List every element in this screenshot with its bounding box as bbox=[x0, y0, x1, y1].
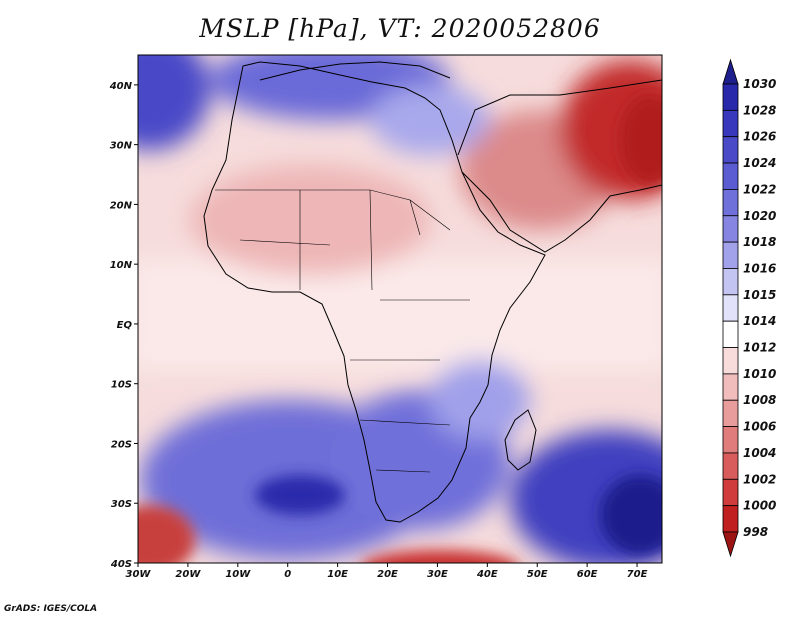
lon-tick-label: 10E bbox=[327, 569, 348, 580]
colorbar-label: 1006 bbox=[743, 420, 776, 434]
east-med-ridge bbox=[370, 85, 490, 155]
colorbar-label: 1004 bbox=[743, 446, 776, 460]
colorbar-swatch bbox=[722, 109, 739, 138]
southern-ocean-low bbox=[363, 550, 517, 563]
colorbar-label: 1012 bbox=[743, 341, 776, 355]
colorbar-label: 1024 bbox=[743, 156, 776, 170]
pressure-field bbox=[138, 55, 662, 563]
equatorial-band bbox=[138, 260, 662, 370]
lat-axis: 40N 30N 20N 10N EQ 10S 20S 30S 40S bbox=[109, 81, 138, 570]
colorbar-top-arrow bbox=[722, 58, 739, 85]
colorbar-label: 1008 bbox=[743, 393, 776, 407]
colorbar-label: 1026 bbox=[743, 130, 776, 144]
lon-tick-label: 40E bbox=[476, 569, 498, 580]
colorbar-swatch bbox=[722, 241, 739, 269]
colorbar-swatch bbox=[722, 426, 739, 454]
indian-ocean-high-core bbox=[600, 475, 662, 555]
saharan-low bbox=[190, 165, 430, 275]
colorbar-label: 1010 bbox=[743, 367, 776, 381]
lat-tick-label: 20S bbox=[111, 439, 132, 450]
lat-tick-label: EQ bbox=[117, 320, 133, 331]
lon-axis: 30W 20W 10W 0 10E 20E 30E 40E 50E 60E 70E bbox=[126, 563, 648, 580]
colorbar-label: 1020 bbox=[743, 209, 776, 223]
colorbar-swatch bbox=[722, 294, 739, 322]
lon-tick-label: 70E bbox=[627, 569, 648, 580]
lon-tick-label: 0 bbox=[284, 569, 291, 580]
colorbar-label: 1015 bbox=[743, 288, 776, 302]
lat-tick-label: 30N bbox=[110, 141, 133, 152]
africa-coast bbox=[203, 61, 546, 523]
colorbar-swatch bbox=[722, 478, 739, 507]
south-atlantic-high-core bbox=[255, 475, 345, 515]
arabian-peninsula-coast bbox=[461, 171, 662, 253]
lon-tick-label: 50E bbox=[527, 569, 548, 580]
lat-tick-label: 10N bbox=[110, 260, 133, 271]
coastlines bbox=[203, 61, 662, 523]
lon-tick-label: 30W bbox=[126, 569, 152, 580]
colorbar-label: 1018 bbox=[743, 235, 776, 249]
lat-tick-label: 40S bbox=[110, 559, 132, 570]
azores-high bbox=[138, 55, 210, 150]
colorbar-swatch bbox=[722, 189, 739, 217]
lat-tick-label: 20N bbox=[110, 200, 133, 211]
lat-tick-label: 10S bbox=[111, 380, 132, 391]
colorbar-label: 1000 bbox=[743, 499, 776, 513]
colorbar-label: 1016 bbox=[743, 261, 776, 275]
lon-tick-label: 10W bbox=[225, 569, 251, 580]
lon-tick-label: 30E bbox=[427, 569, 448, 580]
colorbar-swatch bbox=[722, 162, 739, 190]
colorbar-swatch bbox=[722, 136, 739, 164]
lat-tick-label: 40N bbox=[109, 81, 133, 92]
colorbar-bottom-arrow bbox=[722, 531, 739, 558]
colorbar-label: 1028 bbox=[743, 103, 776, 117]
colorbar-label: 1002 bbox=[743, 472, 776, 486]
plot-frame bbox=[137, 54, 663, 564]
colorbar-swatch bbox=[722, 83, 739, 111]
lon-tick-label: 60E bbox=[577, 569, 598, 580]
asian-low-core bbox=[620, 95, 662, 185]
europe-coast bbox=[259, 61, 451, 81]
colorbar-swatch bbox=[722, 268, 739, 296]
colorbar-label: 998 bbox=[743, 525, 768, 539]
colorbar-swatch bbox=[722, 399, 739, 427]
lat-tick-label: 30S bbox=[111, 499, 132, 510]
mozambique-ridge bbox=[430, 360, 530, 440]
colorbar-swatch bbox=[722, 373, 739, 401]
colorbar-label: 1014 bbox=[743, 314, 776, 328]
colorbar-label: 1030 bbox=[743, 77, 776, 91]
colorbar-swatch bbox=[722, 505, 739, 533]
colorbar-swatch bbox=[722, 452, 739, 480]
sw-southern-low bbox=[138, 505, 195, 563]
colorbar-swatch bbox=[722, 215, 739, 243]
map-title: MSLP [hPa], VT: 2020052806 bbox=[199, 14, 601, 43]
country-borders bbox=[215, 189, 470, 473]
footer-credit: GrADS: IGES/COLA bbox=[4, 604, 98, 614]
lon-tick-label: 20E bbox=[377, 569, 398, 580]
middle-east-coast bbox=[457, 79, 662, 156]
lon-tick-label: 20W bbox=[175, 569, 201, 580]
colorbar-label: 1022 bbox=[743, 182, 776, 196]
madagascar bbox=[504, 409, 537, 471]
colorbar: 1030 1028 1026 1024 1022 1020 1018 1016 1015 1014… bbox=[722, 58, 776, 558]
colorbar-swatch bbox=[722, 347, 739, 375]
colorbar-swatch bbox=[722, 320, 739, 348]
